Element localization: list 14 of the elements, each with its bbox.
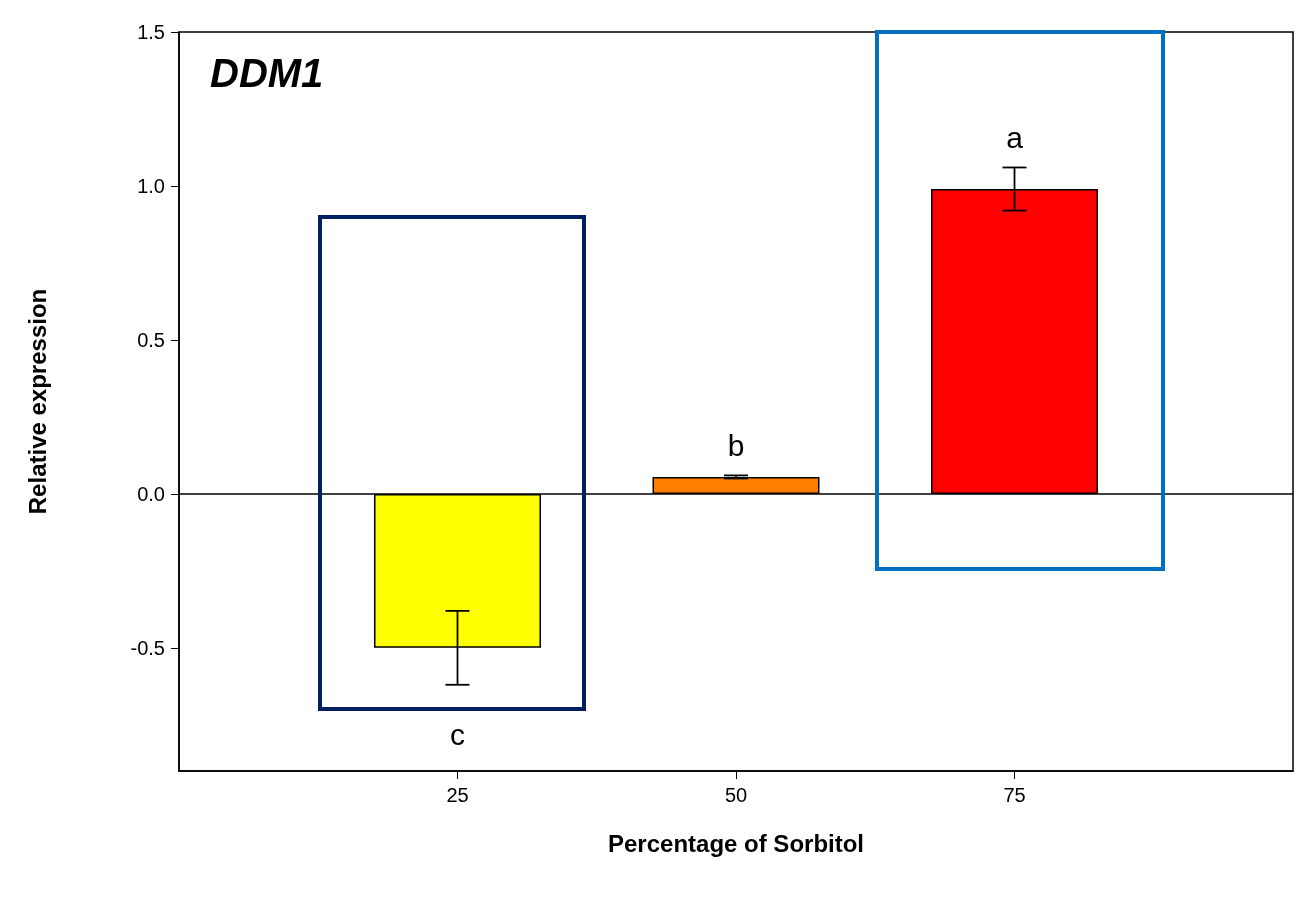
y-tick-label: 0.0 [137,482,165,505]
x-tick-label: 50 [724,784,748,806]
annotation: b [727,428,745,462]
y-tick-label: -0.5 [130,636,165,659]
y-tick-label: 1.5 [137,21,165,43]
text: DDM1 [210,51,324,95]
x-tick-label: 75 [1003,784,1026,806]
annotation: c [450,718,465,752]
x-tick-label: 25 [446,784,469,806]
y-tick-label: 1.0 [137,174,165,197]
x-axis-title: Percentage of Sorbitol [607,829,865,857]
y-tick-label: 0.5 [137,328,165,351]
y-axis-title: Relative expression [23,288,51,515]
annotation: a [1006,120,1024,154]
